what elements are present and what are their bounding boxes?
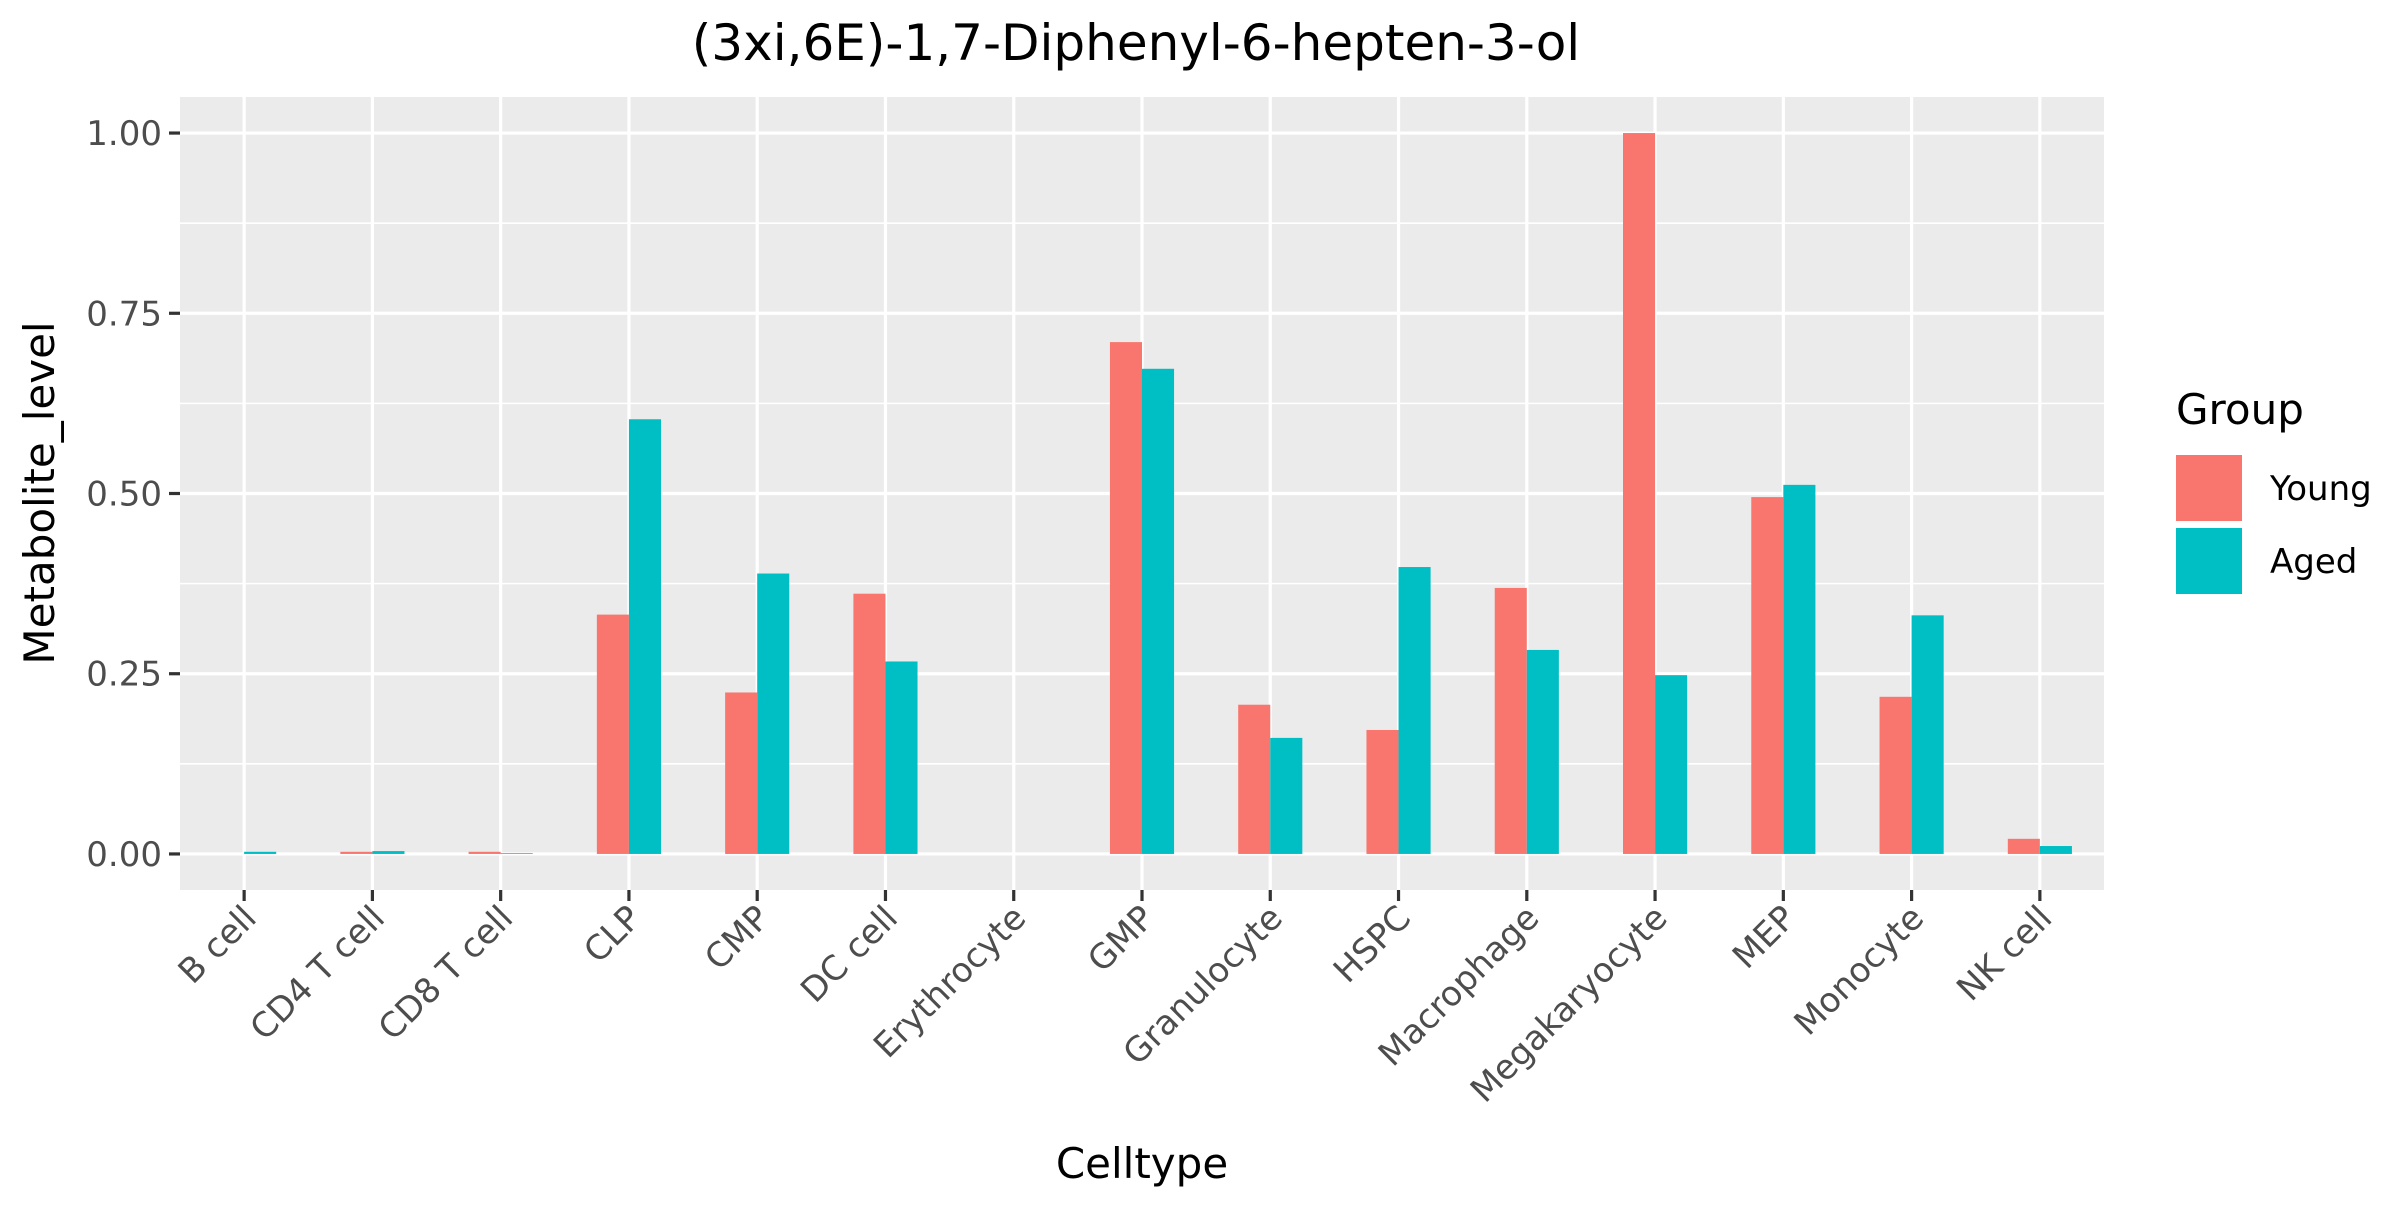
chart-title: (3xi,6E)-1,7-Diphenyl-6-hepten-3-ol <box>692 14 1580 72</box>
y-axis-title: Metabolite_level <box>15 321 64 664</box>
bar-aged-mep <box>1783 484 1816 854</box>
bar-aged-monocyte <box>1911 615 1944 854</box>
x-axis-title: Celltype <box>1056 1139 1228 1188</box>
bar-aged-megakaryocyte <box>1655 675 1688 854</box>
x-tick-label: GMP <box>1080 898 1162 980</box>
y-tick-label: 1.00 <box>86 114 162 154</box>
y-tick-label: 0.75 <box>86 294 162 334</box>
legend-title: Group <box>2176 385 2304 434</box>
bar-young-macrophage <box>1494 587 1527 854</box>
bar-young-granulocyte <box>1238 704 1271 854</box>
x-tick-label: Monocyte <box>1787 898 1932 1043</box>
x-tick-label: MEP <box>1725 898 1804 977</box>
bar-young-nk-cell <box>2007 838 2040 854</box>
legend: Group Young Aged <box>2176 385 2372 594</box>
bar-aged-clp <box>628 419 661 854</box>
legend-key-aged <box>2176 528 2242 594</box>
bar-aged-cd4-t-cell <box>372 851 405 854</box>
x-tick-label: CMP <box>697 898 777 978</box>
x-tick-label: B cell <box>171 898 265 992</box>
bars <box>244 133 2072 854</box>
bar-young-cmp <box>725 692 758 854</box>
legend-label-aged: Aged <box>2270 542 2357 582</box>
bar-aged-b-cell <box>244 851 277 854</box>
bar-young-cd4-t-cell <box>340 851 373 854</box>
x-tick-label: HSPC <box>1326 898 1419 991</box>
y-axis: 0.00 0.25 0.50 0.75 1.00 <box>86 114 180 875</box>
y-tick-label: 0.25 <box>86 655 162 695</box>
bar-aged-dc-cell <box>885 661 918 854</box>
x-tick-label: CLP <box>576 898 649 971</box>
x-tick-label: CD8 T cell <box>371 898 521 1048</box>
bar-aged-nk-cell <box>2039 846 2072 854</box>
bar-aged-gmp <box>1142 368 1175 854</box>
y-tick-label: 0.50 <box>86 475 162 515</box>
bar-aged-hspc <box>1398 567 1431 854</box>
bar-young-dc-cell <box>853 593 886 854</box>
bar-young-cd8-t-cell <box>468 851 501 854</box>
bar-young-megakaryocyte <box>1623 133 1656 854</box>
legend-key-young <box>2176 455 2242 521</box>
bar-young-gmp <box>1109 342 1142 854</box>
bar-young-mep <box>1751 497 1784 854</box>
bar-aged-granulocyte <box>1270 737 1303 854</box>
bar-young-hspc <box>1366 729 1399 854</box>
bar-young-monocyte <box>1879 696 1912 854</box>
y-tick-label: 0.00 <box>86 835 162 875</box>
bar-young-clp <box>596 614 629 854</box>
legend-label-young: Young <box>2269 469 2372 509</box>
x-tick-label: NK cell <box>1949 898 2060 1009</box>
bar-aged-cd8-t-cell <box>500 853 533 854</box>
x-tick-label: DC cell <box>793 898 906 1011</box>
x-tick-label: CD4 T cell <box>243 898 393 1048</box>
bar-aged-macrophage <box>1526 649 1559 854</box>
bar-aged-cmp <box>757 573 790 854</box>
